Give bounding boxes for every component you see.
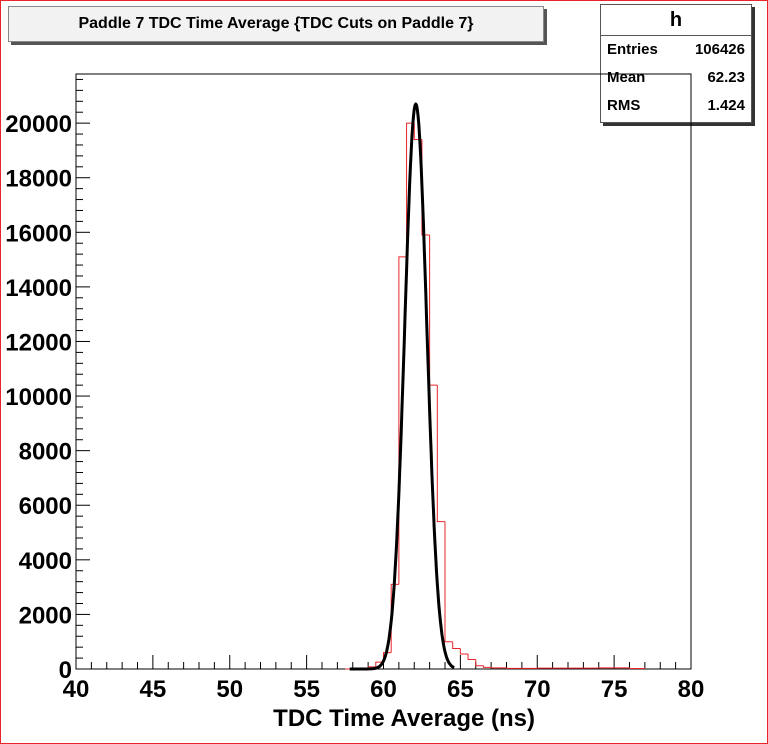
y-tick-label: 0 bbox=[59, 657, 72, 684]
histogram-bin bbox=[467, 653, 476, 660]
y-tick-label: 20000 bbox=[5, 111, 72, 138]
histogram-bin bbox=[475, 659, 484, 667]
stats-row-mean: Mean 62.23 bbox=[601, 64, 751, 92]
stats-value: 106426 bbox=[694, 41, 745, 58]
histogram-bin bbox=[444, 521, 453, 643]
histogram-bin bbox=[436, 385, 445, 523]
stats-value: 62.23 bbox=[707, 69, 745, 86]
x-axis-title: TDC Time Average (ns) bbox=[273, 705, 535, 732]
x-tick-label: 50 bbox=[216, 676, 243, 703]
x-tick-label: 65 bbox=[447, 676, 474, 703]
histogram-bin bbox=[375, 661, 384, 667]
y-tick-label: 18000 bbox=[5, 166, 72, 193]
x-tick-label: 55 bbox=[293, 676, 320, 703]
y-tick-label: 16000 bbox=[5, 220, 72, 247]
chart-title: Paddle 7 TDC Time Average {TDC Cuts on P… bbox=[8, 6, 544, 42]
stats-value: 1.424 bbox=[707, 97, 745, 114]
x-tick-label: 60 bbox=[370, 676, 397, 703]
y-tick-label: 14000 bbox=[5, 275, 72, 302]
x-tick-label: 40 bbox=[63, 676, 90, 703]
stats-label: RMS bbox=[607, 97, 641, 114]
x-tick-label: 75 bbox=[601, 676, 628, 703]
y-tick-label: 2000 bbox=[19, 602, 72, 629]
histogram-bin bbox=[459, 648, 469, 655]
histogram-bin bbox=[629, 667, 646, 669]
histogram-bin bbox=[429, 235, 438, 386]
histogram-bin bbox=[490, 667, 507, 669]
stats-histogram-name: h bbox=[601, 5, 751, 36]
y-tick-label: 4000 bbox=[19, 548, 72, 575]
stats-box: h Entries 106426 Mean 62.23 RMS 1.424 bbox=[600, 4, 752, 123]
y-tick-label: 8000 bbox=[19, 439, 72, 466]
plot-frame bbox=[75, 73, 692, 670]
stats-row-entries: Entries 106426 bbox=[601, 36, 751, 64]
y-tick-label: 10000 bbox=[5, 384, 72, 411]
stats-label: Entries bbox=[607, 41, 658, 58]
y-tick-label: 6000 bbox=[19, 493, 72, 520]
x-tick-label: 70 bbox=[524, 676, 551, 703]
gaussian-fit-line bbox=[348, 102, 455, 671]
x-tick-label: 80 bbox=[678, 676, 705, 703]
stats-label: Mean bbox=[607, 69, 646, 86]
histogram-bin bbox=[452, 641, 461, 650]
x-tick-label: 45 bbox=[140, 676, 167, 703]
histogram-bin bbox=[482, 665, 492, 668]
stats-row-rms: RMS 1.424 bbox=[601, 92, 751, 120]
y-tick-label: 12000 bbox=[5, 329, 72, 356]
